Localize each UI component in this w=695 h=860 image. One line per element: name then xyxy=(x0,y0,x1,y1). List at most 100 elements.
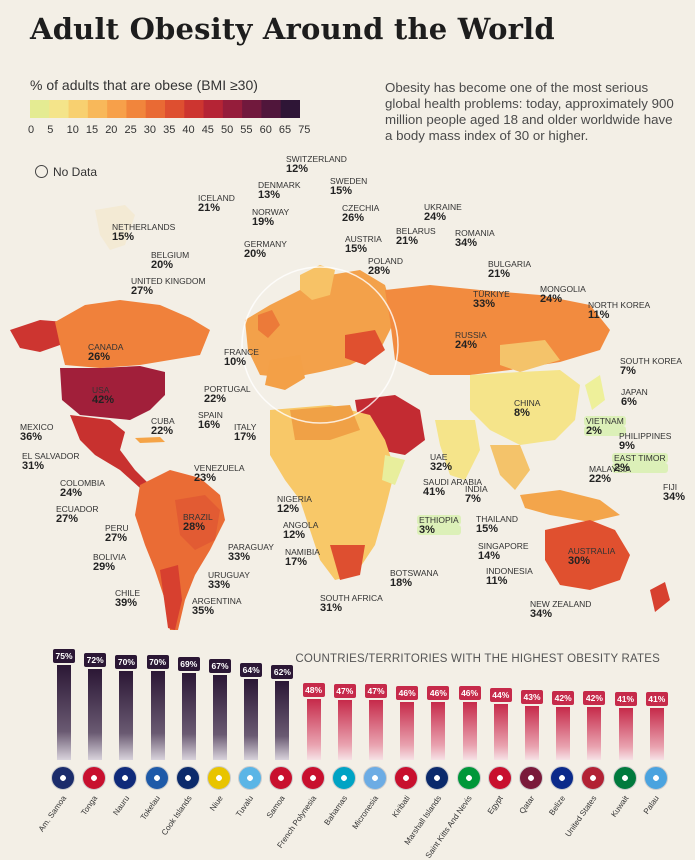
country-label: NORWAY 19% xyxy=(252,207,289,228)
country-value: 24% xyxy=(60,487,83,499)
bar-column xyxy=(57,665,71,760)
country-label: PHILIPPINES 9% xyxy=(619,431,672,452)
country-label: ECUADOR 27% xyxy=(56,504,99,525)
legend-swatch xyxy=(87,100,108,118)
country-name: CUBA xyxy=(151,416,175,426)
bar-category-label: Palau xyxy=(642,794,662,816)
ethiopia-shape xyxy=(382,455,405,485)
country-label: TÜRKIYE 33% xyxy=(473,289,510,310)
country-name: PERU xyxy=(105,523,129,533)
country-name: BOLIVIA xyxy=(93,552,127,562)
country-label: SAUDI ARABIA 41% xyxy=(423,477,482,498)
flag-icon xyxy=(331,766,356,790)
country-value: 35% xyxy=(192,605,215,617)
country-label: SWITZERLAND 12% xyxy=(286,154,347,175)
flag-icon xyxy=(456,766,481,790)
country-name: BULGARIA xyxy=(488,259,531,269)
country-name: JAPAN xyxy=(621,387,648,397)
country-value: 15% xyxy=(345,243,368,255)
brazil-shape xyxy=(175,495,220,550)
country-label: FRANCE 10% xyxy=(224,347,259,368)
bar-value-label: 47% xyxy=(365,684,387,699)
flag-icon xyxy=(300,766,325,790)
country-name: MEXICO xyxy=(20,422,54,432)
country-label: CANADA 26% xyxy=(88,342,123,363)
bar-value-label: 46% xyxy=(396,685,419,700)
country-label: NORTH KOREA 11% xyxy=(588,300,650,321)
country-value: 34% xyxy=(455,237,478,249)
legend-swatch xyxy=(261,100,282,118)
bar-category-label: Niue xyxy=(207,794,225,813)
country-value: 11% xyxy=(486,575,508,587)
chile-argentina-shape xyxy=(160,565,182,630)
legend-swatch xyxy=(280,100,300,118)
country-value: 20% xyxy=(151,259,174,271)
country-value: 29% xyxy=(93,561,116,573)
country-label: POLAND 28% xyxy=(368,256,403,277)
south-africa-shape xyxy=(330,545,365,580)
country-label: SINGAPORE 14% xyxy=(478,541,529,562)
bar-column xyxy=(462,701,477,760)
country-label: CHINA 8% xyxy=(514,398,540,419)
bar-category-label: Bahamas xyxy=(322,794,350,827)
flag-icon xyxy=(394,766,419,790)
se-asia-shape xyxy=(490,445,530,490)
country-name: SINGAPORE xyxy=(478,541,529,551)
country-name: BOTSWANA xyxy=(390,568,439,578)
country-label: ARGENTINA 35% xyxy=(192,596,242,617)
country-value: 3% xyxy=(417,525,461,536)
country-value: 21% xyxy=(396,235,419,247)
mexico-shape xyxy=(70,415,150,488)
indonesia-shape xyxy=(520,490,620,522)
flag-icon xyxy=(207,766,231,790)
country-value: 18% xyxy=(390,577,413,589)
country-label: VIETNAM 2% xyxy=(584,416,626,437)
bar-category-label: Tokelau xyxy=(138,794,162,822)
country-value: 9% xyxy=(619,440,635,452)
country-name: USA xyxy=(92,385,110,395)
country-name: BRAZIL xyxy=(183,512,213,522)
country-label: NETHERLANDS 15% xyxy=(112,222,175,243)
country-name: NAMIBIA xyxy=(285,547,320,557)
bar-column xyxy=(369,700,383,760)
country-value: 14% xyxy=(478,550,501,562)
country-name: EL SALVADOR xyxy=(22,451,80,461)
scandinavia-shape xyxy=(300,265,335,300)
bar-category-label: Cook Islands xyxy=(159,794,194,838)
country-name: PHILIPPINES xyxy=(619,431,672,441)
bar-category-label: Belize xyxy=(547,794,568,818)
country-label: BELARUS 21% xyxy=(396,226,436,247)
bar-column xyxy=(181,672,196,760)
country-label: NEW ZEALAND 34% xyxy=(530,599,591,620)
country-name: BELGIUM xyxy=(151,250,190,260)
bar-column xyxy=(649,708,664,760)
europe-focus-circle xyxy=(241,266,399,424)
country-value: 27% xyxy=(105,532,128,544)
india-shape xyxy=(435,420,480,480)
bar-chart-title: COUNTRIES/TERRITORIES WITH THE HIGHEST O… xyxy=(295,653,660,665)
country-name: ANGOLA xyxy=(283,520,319,530)
country-value: 36% xyxy=(20,431,43,443)
country-name: INDIA xyxy=(465,484,488,494)
country-value: 24% xyxy=(540,293,563,305)
country-label: NIGERIA 12% xyxy=(277,494,312,515)
legend-tick-label: 60 xyxy=(259,124,272,136)
legend-tick-label: 10 xyxy=(66,124,79,136)
country-value: 15% xyxy=(476,523,499,535)
country-name: BELARUS xyxy=(396,226,436,236)
country-name: FRANCE xyxy=(224,347,259,357)
country-label: RUSSIA 24% xyxy=(455,330,487,351)
country-label: ICELAND 21% xyxy=(198,193,235,214)
country-name: ROMANIA xyxy=(455,228,495,238)
country-value: 12% xyxy=(277,503,300,515)
bar-category-label: Tuvalu xyxy=(234,794,256,819)
bar-column xyxy=(525,705,539,760)
bar-column xyxy=(244,678,259,760)
bar-column xyxy=(618,708,633,760)
bar-value-label: 67% xyxy=(209,659,231,674)
legend-swatch xyxy=(49,100,70,118)
bar-category-label: Am. Samoa xyxy=(37,794,69,834)
country-name: PARAGUAY xyxy=(228,542,274,552)
country-name: THAILAND xyxy=(476,514,519,524)
bar-column xyxy=(587,706,602,760)
